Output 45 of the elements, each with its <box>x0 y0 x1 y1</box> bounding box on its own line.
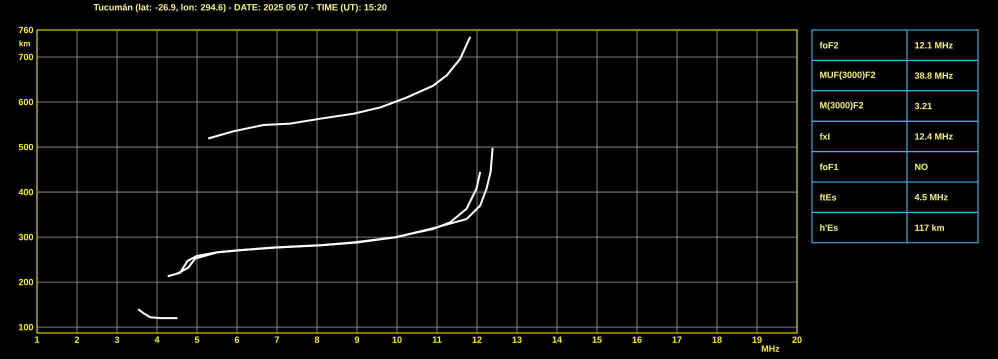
y-tick-label: 500 <box>18 144 34 150</box>
x-tick-label: 1 <box>35 336 40 343</box>
x-tick-label: 12 <box>472 336 482 343</box>
text: 3.21 <box>914 102 932 110</box>
x-tick-label: 4 <box>154 336 160 343</box>
text: foF2 <box>820 42 838 49</box>
x-tick-label: 9 <box>354 336 360 343</box>
text: M(3000)F2 <box>820 102 864 110</box>
x-tick-label: 7 <box>274 336 280 343</box>
x-tick-label: 17 <box>672 336 682 343</box>
x-tick-label: 6 <box>234 336 240 343</box>
x-tick-label: 3 <box>114 336 120 343</box>
text: NO <box>915 164 928 170</box>
x-tick-label: 15 <box>592 336 602 343</box>
chart-title: Tucumán (lat: -26.9, lon: 294.6) - DATE: 2025 05 07 - TIME (UT): 15:20 <box>94 4 387 12</box>
x-tick-label: 20 <box>792 336 802 343</box>
text: 12.1 MHz <box>915 42 953 48</box>
y-tick-label: 600 <box>18 98 34 106</box>
y-tick-label: 400 <box>18 188 34 196</box>
x-tick-label: 18 <box>712 336 722 343</box>
x-tick-label: 10 <box>392 336 402 343</box>
x-tick-label: 13 <box>512 336 522 343</box>
text: MUF(3000)F2 <box>820 71 876 80</box>
x-tick-label: 2 <box>74 336 80 343</box>
y-tick-label: 700 <box>18 54 34 60</box>
x-tick-label: 14 <box>552 336 562 343</box>
x-axis-title: MHz <box>762 346 780 352</box>
x-tick-label: 19 <box>752 336 762 343</box>
y-tick-label: 100 <box>19 324 34 330</box>
text: 117 km <box>915 224 944 231</box>
x-tick-label: 16 <box>632 336 642 343</box>
x-tick-label: 8 <box>314 336 320 343</box>
text: foF1 <box>820 163 838 170</box>
text: ftEs <box>820 194 836 201</box>
x-tick-label: 5 <box>194 336 200 343</box>
y-tick-label: 300 <box>18 234 34 240</box>
y-tick-label: 760 <box>18 26 34 34</box>
text: 12.4 MHz <box>915 133 953 140</box>
y-tick-label: 200 <box>18 278 34 286</box>
text: h'Es <box>820 224 838 231</box>
x-tick-label: 11 <box>432 336 442 343</box>
text: 38.8 MHz <box>914 72 953 79</box>
text: fxI <box>820 133 830 140</box>
text: 4.5 MHz <box>914 194 948 200</box>
y-axis-title: km <box>19 40 30 46</box>
